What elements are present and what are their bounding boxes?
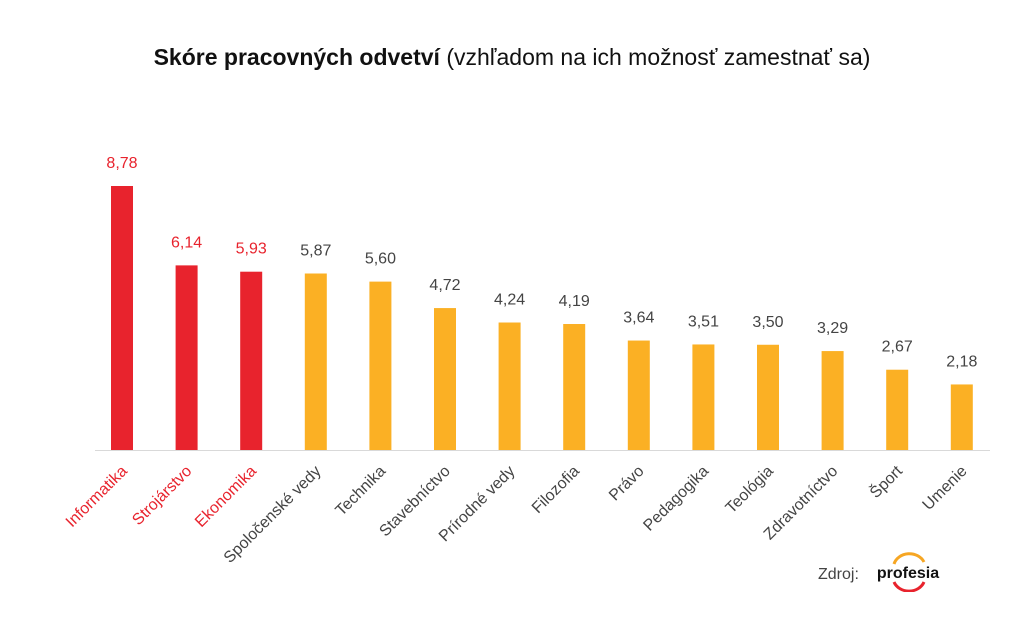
data-label: 5,87 xyxy=(300,242,331,259)
data-label: 2,18 xyxy=(946,353,977,370)
data-label: 3,50 xyxy=(752,314,783,331)
bar xyxy=(563,324,586,450)
x-tick-label: Filozofia xyxy=(529,463,583,517)
profesia-logo: profesia xyxy=(877,552,939,592)
bar xyxy=(175,265,198,450)
bar xyxy=(111,186,133,450)
bar xyxy=(950,384,973,450)
data-label: 5,60 xyxy=(365,251,396,268)
x-tick-label: Právo xyxy=(606,463,648,505)
x-tick-label: Informatika xyxy=(63,463,131,531)
data-label: 2,67 xyxy=(882,339,913,356)
bar xyxy=(240,271,263,450)
bar xyxy=(692,344,715,450)
x-tick-label: Teológia xyxy=(723,463,777,517)
chart-title-bold: Skóre pracovných odvetví xyxy=(153,44,440,70)
x-tick-label: Strojárstvo xyxy=(129,463,195,529)
bar xyxy=(886,369,909,450)
data-label: 3,64 xyxy=(623,310,654,327)
x-tick-label: Ekonomika xyxy=(192,463,260,531)
data-label: 3,29 xyxy=(817,320,848,337)
data-label: 4,24 xyxy=(494,292,525,309)
chart-title-subtitle: (vzhľadom na ich možnosť zamestnať sa) xyxy=(446,44,871,70)
data-label: 3,51 xyxy=(688,313,719,330)
logo-text: profesia xyxy=(877,565,939,582)
bar xyxy=(821,351,844,450)
bar xyxy=(627,340,650,450)
bar xyxy=(434,308,456,450)
data-label: 5,93 xyxy=(236,241,267,258)
data-label: 6,14 xyxy=(171,234,202,251)
bar xyxy=(498,322,521,450)
chart-title: Skóre pracovných odvetví (vzhľadom na ic… xyxy=(0,44,1024,71)
x-tick-label: Technika xyxy=(333,463,390,520)
source-label: Zdroj: xyxy=(818,566,859,583)
bar xyxy=(369,281,392,450)
bar xyxy=(757,344,779,450)
data-label: 8,78 xyxy=(106,155,137,172)
data-label: 4,72 xyxy=(429,277,460,294)
x-tick-label: Šport xyxy=(866,461,907,502)
x-tick-label: Pedagogika xyxy=(640,463,712,535)
x-tick-label: Umenie xyxy=(920,463,971,514)
bar xyxy=(304,273,327,450)
data-label: 4,19 xyxy=(559,293,590,310)
